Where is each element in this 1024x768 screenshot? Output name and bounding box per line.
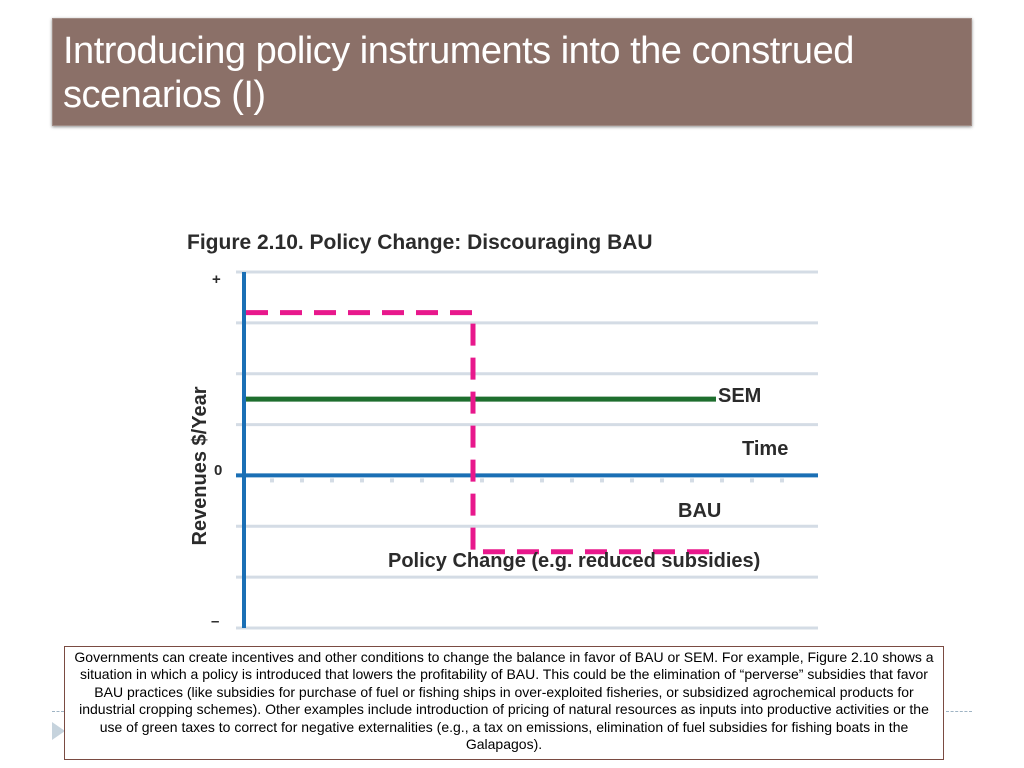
time-axis-tick — [420, 478, 424, 483]
time-axis-label: Time — [742, 438, 788, 460]
time-axis-tick — [570, 478, 574, 483]
series-label-bau: BAU — [678, 500, 721, 522]
time-axis-tick — [330, 478, 334, 483]
time-axis-tick — [780, 478, 784, 483]
bau-series-line — [246, 310, 716, 555]
y-tick-plus: + — [212, 271, 221, 288]
policy-change-annotation: Policy Change (e.g. reduced subsidies) — [388, 550, 760, 572]
time-axis-tick — [720, 478, 724, 483]
time-axis-tick — [450, 478, 454, 483]
chart-grid — [236, 270, 818, 630]
policy-change-chart: Figure 2.10. Policy Change: Discouraging… — [187, 231, 818, 630]
series-label-sem: SEM — [718, 385, 761, 407]
y-axis-label: Revenues $/Year — [189, 386, 211, 545]
time-axis-tick — [480, 478, 484, 483]
caption-box: Governments can create incentives and ot… — [64, 646, 944, 760]
slide-title: Introducing policy instruments into the … — [63, 30, 854, 116]
time-axis-tick — [510, 478, 514, 483]
chart-axes — [236, 272, 818, 628]
decorative-line-right — [946, 711, 972, 712]
chart-series — [246, 310, 716, 555]
time-axis-tick — [660, 478, 664, 483]
chart-title: Figure 2.10. Policy Change: Discouraging… — [187, 231, 653, 254]
time-axis-tick — [360, 478, 364, 483]
time-axis-tick — [390, 478, 394, 483]
slide-nav-arrow-icon — [52, 722, 65, 740]
time-axis-tick — [750, 478, 754, 483]
time-axis-tick — [270, 478, 274, 483]
time-axis-tick — [600, 478, 604, 483]
time-axis-tick — [300, 478, 304, 483]
y-tick-minus: – — [211, 613, 219, 630]
decorative-line-left — [52, 711, 64, 712]
time-axis-tick — [540, 478, 544, 483]
caption-text: Governments can create incentives and ot… — [74, 649, 934, 753]
slide-title-bar: Introducing policy instruments into the … — [52, 18, 972, 126]
time-axis-tick — [630, 478, 634, 483]
time-axis-tick — [690, 478, 694, 483]
y-tick-zero: 0 — [214, 462, 222, 479]
